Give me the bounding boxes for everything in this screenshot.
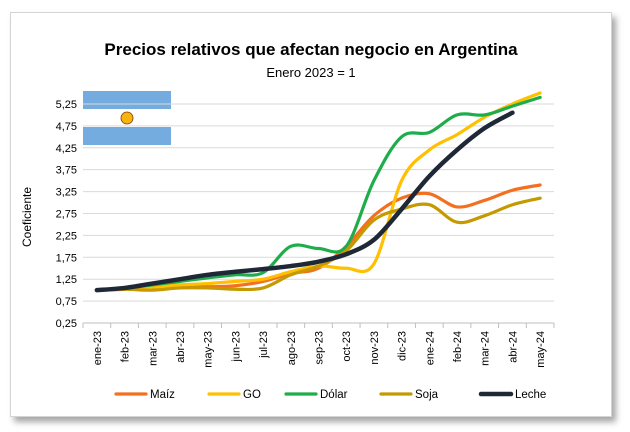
x-tick-label: nov-23 bbox=[369, 331, 381, 365]
x-tick-label: mar-24 bbox=[480, 331, 492, 366]
series-line-maiz bbox=[95, 183, 542, 292]
y-tick-label: 1,75 bbox=[56, 252, 77, 264]
chart-frame: Precios relativos que afectan negocio en… bbox=[10, 12, 612, 417]
x-tick-label: abr-23 bbox=[175, 331, 187, 363]
x-tick-label: mar-23 bbox=[147, 331, 159, 366]
y-tick-label: 2,25 bbox=[56, 230, 77, 242]
series-line-soja bbox=[95, 196, 542, 292]
x-axis-ticks: ene-23 feb-23 mar-23 abr-23 may-23 jun-23 jul-… bbox=[82, 323, 555, 368]
y-tick-label: 4,75 bbox=[56, 121, 77, 133]
y-tick-label: 4,25 bbox=[56, 143, 77, 155]
x-tick-label: feb-24 bbox=[452, 331, 464, 362]
y-tick-label: 0,25 bbox=[56, 318, 77, 330]
x-tick-label: oct-23 bbox=[341, 331, 353, 362]
y-tick-label: 3,75 bbox=[56, 165, 77, 177]
chart-svg: Precios relativos que afectan negocio en… bbox=[20, 40, 555, 401]
legend-label: Maíz bbox=[150, 389, 175, 401]
legend: Maíz GO Dólar Soja Leche bbox=[114, 389, 546, 401]
y-axis-label: Coeficiente bbox=[20, 187, 34, 247]
legend-label: Dólar bbox=[320, 389, 348, 401]
x-tick-label: abr-24 bbox=[507, 331, 519, 363]
y-tick-label: 3,25 bbox=[56, 187, 77, 199]
x-tick-label: sep-23 bbox=[314, 331, 326, 365]
legend-label: GO bbox=[243, 389, 261, 401]
series-lines bbox=[94, 91, 542, 293]
y-tick-label: 5,25 bbox=[56, 99, 77, 111]
legend-label: Leche bbox=[515, 389, 546, 401]
y-axis-ticks: 0,25 0,75 1,25 1,75 2,25 2,75 3,25 3,75 4,25 4,75… bbox=[56, 99, 77, 330]
x-tick-label: ene-24 bbox=[424, 331, 436, 365]
x-tick-label: may-24 bbox=[535, 331, 547, 368]
series-line-leche bbox=[94, 110, 515, 293]
legend-label: Soja bbox=[415, 389, 439, 401]
x-tick-label: may-23 bbox=[203, 331, 215, 368]
y-tick-label: 1,25 bbox=[56, 274, 77, 286]
gridlines bbox=[83, 103, 554, 324]
x-tick-label: dic-23 bbox=[397, 331, 409, 361]
x-tick-label: ago-23 bbox=[286, 331, 298, 365]
y-tick-label: 2,75 bbox=[56, 208, 77, 220]
chart-subtitle: Enero 2023 = 1 bbox=[266, 65, 355, 80]
x-tick-label: jul-23 bbox=[258, 331, 270, 359]
argentina-flag-icon bbox=[83, 91, 171, 145]
x-tick-label: jun-23 bbox=[230, 331, 242, 363]
y-tick-label: 0,75 bbox=[56, 296, 77, 308]
chart-title: Precios relativos que afectan negocio en… bbox=[104, 40, 518, 59]
x-tick-label: feb-23 bbox=[120, 331, 132, 362]
x-tick-label: ene-23 bbox=[92, 331, 104, 365]
